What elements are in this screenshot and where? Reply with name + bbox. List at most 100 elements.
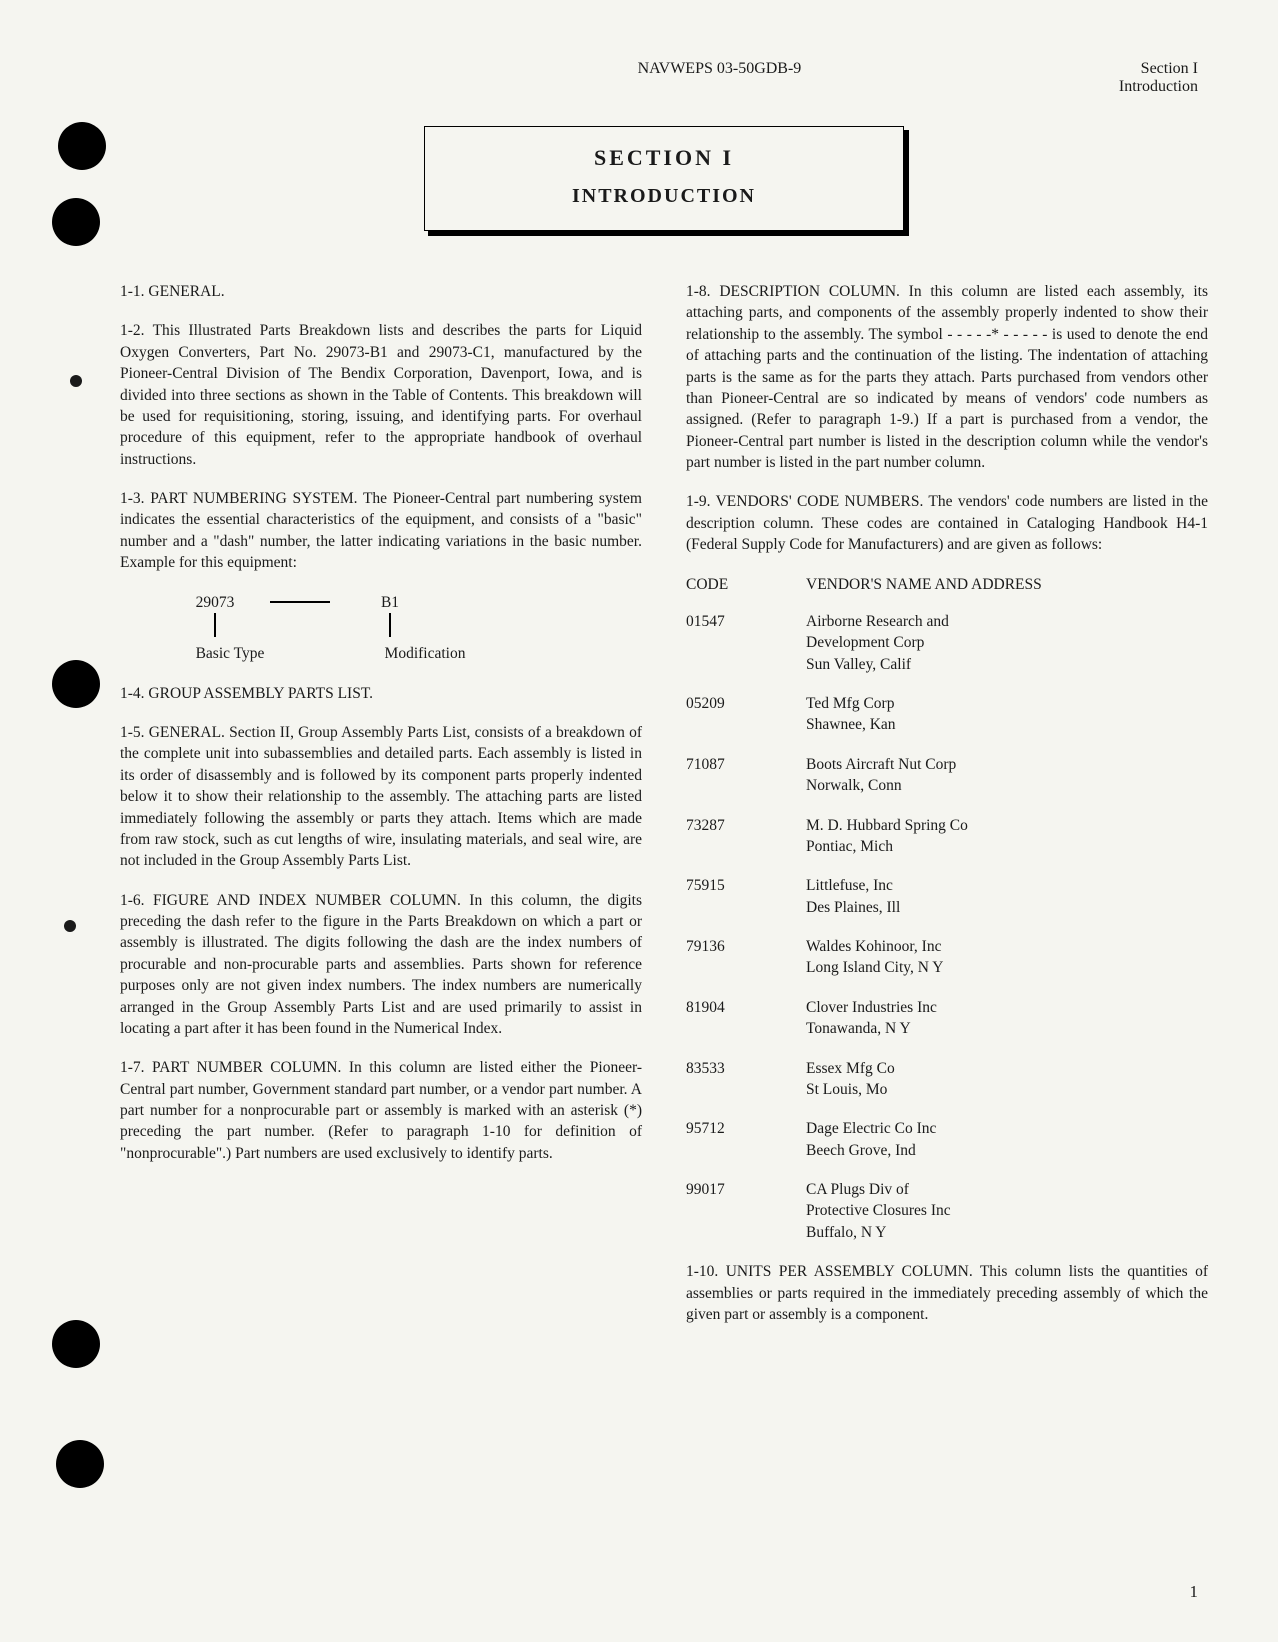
label-spacer — [290, 643, 360, 664]
connector-right — [340, 613, 440, 643]
vendor-code: 81904 — [686, 997, 806, 1040]
vendor-line: Protective Closures Inc — [806, 1200, 1208, 1221]
vendor-line: CA Plugs Div of — [806, 1179, 1208, 1200]
header-right: Section I Introduction — [1119, 60, 1198, 96]
vendor-line: Norwalk, Conn — [806, 775, 1208, 796]
vendor-row: 83533Essex Mfg CoSt Louis, Mo — [686, 1058, 1208, 1101]
vendor-code: 73287 — [686, 815, 806, 858]
vendor-line: Boots Aircraft Nut Corp — [806, 754, 1208, 775]
vendor-name: M. D. Hubbard Spring CoPontiac, Mich — [806, 815, 1208, 858]
page-header: NAVWEPS 03-50GDB-9 Section I Introductio… — [120, 60, 1208, 96]
vendor-line: Airborne Research and — [806, 611, 1208, 632]
vendor-line: Tonawanda, N Y — [806, 1018, 1208, 1039]
vendor-line: Long Island City, N Y — [806, 957, 1208, 978]
vline-icon — [389, 613, 391, 637]
vendor-code: 79136 — [686, 936, 806, 979]
vendor-row: 95712Dage Electric Co IncBeech Grove, In… — [686, 1118, 1208, 1161]
vendor-code: 99017 — [686, 1179, 806, 1243]
vline-icon — [214, 613, 216, 637]
vendor-name: Waldes Kohinoor, IncLong Island City, N … — [806, 936, 1208, 979]
vendor-line: Ted Mfg Corp — [806, 693, 1208, 714]
vendor-name-header: VENDOR'S NAME AND ADDRESS — [806, 574, 1042, 595]
punch-hole-icon — [64, 920, 76, 932]
para-1-7: 1-7. PART NUMBER COLUMN. In this column … — [120, 1057, 642, 1164]
section-title-box-inner: SECTION I INTRODUCTION — [424, 126, 904, 231]
box-shadow-right — [904, 130, 909, 236]
document-page: NAVWEPS 03-50GDB-9 Section I Introductio… — [0, 0, 1278, 1642]
vendor-line: Pontiac, Mich — [806, 836, 1208, 857]
vendor-code: 83533 — [686, 1058, 806, 1101]
vendor-row: 81904Clover Industries IncTonawanda, N Y — [686, 997, 1208, 1040]
diagram-top-row: 29073 B1 — [170, 592, 642, 613]
vendor-row: 79136Waldes Kohinoor, IncLong Island Cit… — [686, 936, 1208, 979]
vendor-line: Buffalo, N Y — [806, 1222, 1208, 1243]
vendor-line: Dage Electric Co Inc — [806, 1118, 1208, 1139]
vendor-name: Ted Mfg CorpShawnee, Kan — [806, 693, 1208, 736]
vendor-code: 75915 — [686, 875, 806, 918]
two-column-layout: 1-1. GENERAL. 1-2. This Illustrated Part… — [120, 281, 1208, 1343]
section-title-box: SECTION I INTRODUCTION — [424, 126, 904, 231]
vendor-line: M. D. Hubbard Spring Co — [806, 815, 1208, 836]
vendor-table: CODE VENDOR'S NAME AND ADDRESS 01547Airb… — [686, 574, 1208, 1244]
para-1-2: 1-2. This Illustrated Parts Breakdown li… — [120, 320, 642, 470]
right-column: 1-8. DESCRIPTION COLUMN. In this column … — [686, 281, 1208, 1343]
vendor-row: 75915Littlefuse, IncDes Plaines, Ill — [686, 875, 1208, 918]
vendor-name: Essex Mfg CoSt Louis, Mo — [806, 1058, 1208, 1101]
mod-number: B1 — [340, 592, 440, 613]
vendor-line: Des Plaines, Ill — [806, 897, 1208, 918]
punch-hole-icon — [70, 375, 82, 387]
vendor-code-header: CODE — [686, 574, 806, 595]
para-1-4: 1-4. GROUP ASSEMBLY PARTS LIST. — [120, 683, 642, 704]
para-1-8: 1-8. DESCRIPTION COLUMN. In this column … — [686, 281, 1208, 473]
vendor-line: Littlefuse, Inc — [806, 875, 1208, 896]
punch-hole-icon — [52, 1320, 100, 1368]
punch-hole-icon — [56, 1440, 104, 1488]
para-1-5: 1-5. GENERAL. Section II, Group Assembly… — [120, 722, 642, 872]
vendor-row: 05209Ted Mfg CorpShawnee, Kan — [686, 693, 1208, 736]
para-1-9: 1-9. VENDORS' CODE NUMBERS. The vendors'… — [686, 491, 1208, 555]
basic-number: 29073 — [170, 592, 260, 613]
doc-id: NAVWEPS 03-50GDB-9 — [130, 60, 1119, 96]
punch-hole-icon — [52, 198, 100, 246]
vendor-row: 73287M. D. Hubbard Spring CoPontiac, Mic… — [686, 815, 1208, 858]
page-number: 1 — [1190, 1582, 1199, 1602]
basic-label: Basic Type — [170, 643, 290, 664]
mod-label: Modification — [360, 643, 490, 664]
left-column: 1-1. GENERAL. 1-2. This Illustrated Part… — [120, 281, 642, 1343]
box-shadow-bottom — [428, 231, 909, 236]
para-1-3: 1-3. PART NUMBERING SYSTEM. The Pioneer-… — [120, 488, 642, 574]
vendor-line: Clover Industries Inc — [806, 997, 1208, 1018]
vendor-name: CA Plugs Div ofProtective Closures IncBu… — [806, 1179, 1208, 1243]
vendor-line: Essex Mfg Co — [806, 1058, 1208, 1079]
vendor-code: 95712 — [686, 1118, 806, 1161]
vendor-code: 05209 — [686, 693, 806, 736]
vendor-code: 01547 — [686, 611, 806, 675]
vendor-row: 71087Boots Aircraft Nut CorpNorwalk, Con… — [686, 754, 1208, 797]
vendor-name: Airborne Research andDevelopment CorpSun… — [806, 611, 1208, 675]
vendor-name: Littlefuse, IncDes Plaines, Ill — [806, 875, 1208, 918]
section-title: SECTION I — [455, 145, 873, 171]
vendor-line: Shawnee, Kan — [806, 714, 1208, 735]
connector-spacer — [260, 613, 340, 643]
vendor-line: Waldes Kohinoor, Inc — [806, 936, 1208, 957]
vendor-name: Boots Aircraft Nut CorpNorwalk, Conn — [806, 754, 1208, 797]
vendor-row: 99017CA Plugs Div ofProtective Closures … — [686, 1179, 1208, 1243]
vendor-header-row: CODE VENDOR'S NAME AND ADDRESS — [686, 574, 1208, 595]
punch-hole-icon — [52, 660, 100, 708]
connector-left — [170, 613, 260, 643]
vendor-code: 71087 — [686, 754, 806, 797]
section-label: Section I — [1119, 60, 1198, 78]
vendor-name: Dage Electric Co IncBeech Grove, Ind — [806, 1118, 1208, 1161]
vendor-line: St Louis, Mo — [806, 1079, 1208, 1100]
punch-hole-icon — [58, 122, 106, 170]
part-number-diagram: 29073 B1 Basic Type Modification — [170, 592, 642, 665]
para-1-6: 1-6. FIGURE AND INDEX NUMBER COLUMN. In … — [120, 890, 642, 1040]
vendor-row: 01547Airborne Research andDevelopment Co… — [686, 611, 1208, 675]
vendor-rows-container: 01547Airborne Research andDevelopment Co… — [686, 611, 1208, 1243]
diagram-connector-row — [170, 613, 642, 643]
vendor-line: Sun Valley, Calif — [806, 654, 1208, 675]
vendor-line: Beech Grove, Ind — [806, 1140, 1208, 1161]
para-1-1: 1-1. GENERAL. — [120, 281, 642, 302]
diagram-label-row: Basic Type Modification — [170, 643, 642, 664]
section-subtitle: INTRODUCTION — [455, 185, 873, 208]
